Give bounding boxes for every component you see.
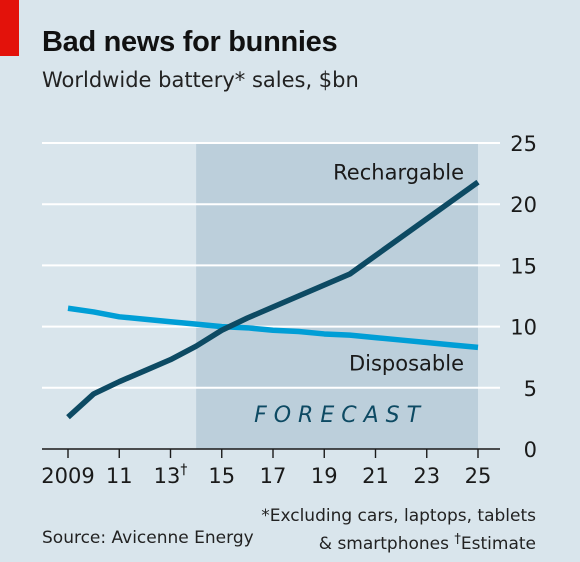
x-tick-label-15: 15 <box>208 464 235 488</box>
x-tick-label-11: 11 <box>106 464 133 488</box>
chart-subtitle: Worldwide battery* sales, $bn <box>42 68 359 92</box>
forecast-band <box>196 143 478 449</box>
chart-title: Bad news for bunnies <box>42 26 338 58</box>
x-tick-label-25: 25 <box>465 464 492 488</box>
x-axis: 2009 11 13† 15 17 19 21 23 25 <box>41 449 491 488</box>
x-tick-label-17: 17 <box>260 464 287 488</box>
x-tick-label-19: 19 <box>311 464 338 488</box>
footnote-dagger: † <box>454 532 461 547</box>
x-tick-label-13: 13† <box>154 462 188 488</box>
series-line-rechargable <box>66 179 480 420</box>
source-note: Source: Avicenne Energy <box>42 528 254 548</box>
brand-red-tag <box>0 0 19 56</box>
series-line-disposable <box>67 305 479 351</box>
forecast-label: F O R E C A S T <box>254 403 421 428</box>
footnote-line-1: *Excluding cars, laptops, tablets <box>261 506 536 526</box>
x-tick-dagger: † <box>180 462 187 478</box>
y-tick-label-25: 25 <box>510 132 537 156</box>
series-label-disposable: Disposable <box>349 352 464 376</box>
footnote-line-2: & smartphones †Estimate <box>261 528 536 556</box>
x-tick-label-23: 23 <box>413 464 440 488</box>
x-tick-label-21: 21 <box>362 464 389 488</box>
y-tick-label-20: 20 <box>510 193 537 217</box>
y-tick-label-10: 10 <box>510 316 537 340</box>
series-label-rechargable: Rechargable <box>333 161 464 185</box>
y-axis: 0 5 10 15 20 25 <box>510 132 537 462</box>
y-tick-label-5: 5 <box>524 377 537 401</box>
y-tick-label-0: 0 <box>524 438 537 462</box>
footnote-smartphones: & smartphones <box>318 534 449 554</box>
y-tick-label-15: 15 <box>510 254 537 278</box>
footnote-estimate: Estimate <box>460 534 536 554</box>
x-tick-label-2009: 2009 <box>41 464 94 488</box>
gridlines <box>42 142 500 389</box>
footnote: *Excluding cars, laptops, tablets & smar… <box>261 505 536 556</box>
